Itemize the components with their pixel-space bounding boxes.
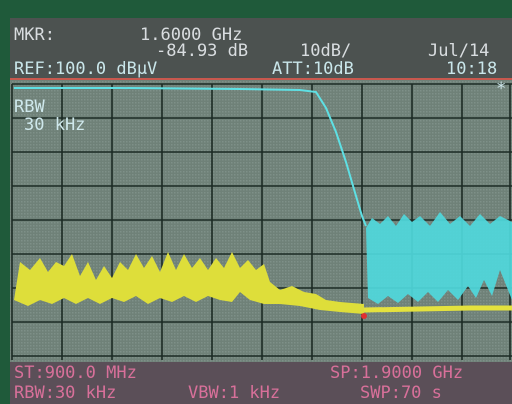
- rbw-label: RBW: [14, 97, 45, 117]
- rbw-value: 30 kHz: [24, 115, 85, 135]
- time: 10:18: [446, 59, 497, 79]
- start-frequency: ST:900.0 MHz: [14, 363, 137, 383]
- scale: 10dB/: [300, 41, 351, 61]
- video-bandwidth: VBW:1 kHz: [188, 383, 280, 403]
- reference-level: REF:100.0 dBµV: [14, 59, 157, 79]
- attenuation: ATT:10dB: [272, 59, 354, 79]
- date: Jul/14: [428, 41, 489, 61]
- stop-frequency: SP:1.9000 GHz: [330, 363, 463, 383]
- analyzer-photo: MKR: 1.6000 GHz -84.93 dB 10dB/ Jul/14 R…: [0, 0, 512, 404]
- sweep-time: SWP:70 s: [360, 383, 442, 403]
- marker-level: -84.93 dB: [156, 41, 248, 61]
- cyan-noise: [366, 212, 512, 304]
- resolution-bandwidth: RBW:30 kHz: [14, 383, 116, 403]
- marker-label: MKR:: [14, 25, 55, 45]
- marker-dot: [361, 313, 367, 319]
- analyzer-screen: MKR: 1.6000 GHz -84.93 dB 10dB/ Jul/14 R…: [0, 0, 512, 404]
- status-star: *: [496, 79, 506, 99]
- yellow-floor: [364, 308, 512, 310]
